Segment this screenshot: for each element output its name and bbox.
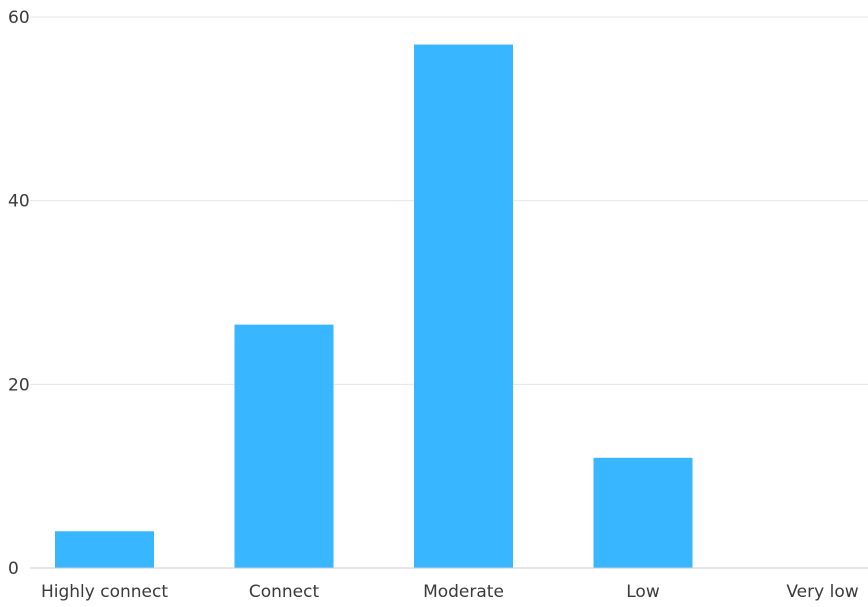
bar-low [593,457,693,568]
y-axis-ticks: 0 20 40 60 [8,8,30,579]
bar-connect [234,324,334,568]
y-tick-label-0: 0 [8,559,19,579]
x-axis-labels: Highly connect Connect Moderate Low Very low [41,582,859,602]
y-tick-label-20: 20 [8,375,30,395]
bar-moderate [414,44,513,569]
x-tick-label-connect: Connect [249,582,320,602]
bar-highly-connect [55,531,154,568]
x-tick-label-moderate: Moderate [423,582,504,602]
bars [55,44,693,569]
y-tick-label-40: 40 [8,192,30,212]
x-tick-label-very-low: Very low [786,582,858,602]
y-tick-label-60: 60 [8,8,30,28]
x-tick-label-low: Low [626,582,660,602]
x-tick-label-highly-connect: Highly connect [41,582,168,602]
